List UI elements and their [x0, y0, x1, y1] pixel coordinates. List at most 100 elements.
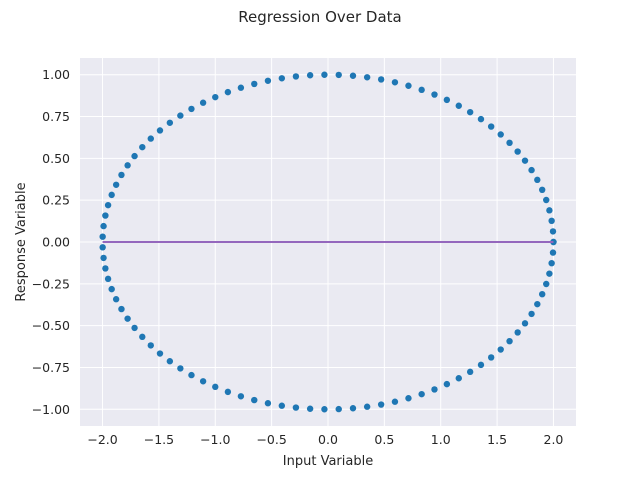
scatter-point: [391, 398, 399, 405]
x-axis-label: Input Variable: [283, 454, 373, 469]
scatter-point: [251, 396, 258, 404]
scatter-point: [514, 329, 521, 336]
scatter-point: [487, 354, 495, 361]
scatter-point: [521, 320, 529, 327]
scatter-point: [100, 222, 107, 230]
scatter-point: [405, 82, 412, 89]
scatter-point: [543, 280, 550, 288]
y-tick-label: 0.25: [42, 193, 70, 208]
scatter-point: [335, 71, 342, 79]
scatter-point: [292, 73, 300, 80]
scatter-point: [466, 108, 474, 116]
x-axis-ticks: −2.0 −1.5 −1.0 −0.5 0.0 0.5 1.0 1.5 2.0: [87, 432, 563, 447]
scatter-point: [124, 162, 131, 169]
scatter-point: [377, 401, 385, 408]
scatter-point: [224, 388, 232, 396]
scatter-point: [118, 171, 125, 179]
scatter-point: [497, 131, 504, 138]
scatter-point: [506, 337, 513, 345]
scatter-point: [131, 324, 138, 332]
scatter-point: [139, 333, 146, 341]
y-tick-label: −0.50: [32, 318, 70, 333]
y-tick-label: −1.00: [32, 402, 70, 417]
scatter-point: [306, 405, 314, 412]
scatter-point: [292, 404, 300, 411]
scatter-point: [100, 254, 107, 262]
scatter-point: [102, 265, 109, 272]
x-tick-label: 1.5: [487, 432, 507, 447]
y-tick-label: −0.75: [32, 360, 70, 375]
scatter-point: [363, 74, 371, 81]
scatter-point: [431, 386, 438, 393]
scatter-point: [377, 76, 385, 83]
x-tick-label: −1.0: [200, 432, 230, 447]
scatter-point: [534, 300, 541, 308]
scatter-point: [199, 378, 207, 385]
x-tick-label: −0.5: [256, 432, 286, 447]
scatter-point: [321, 406, 328, 413]
scatter-point: [212, 383, 219, 391]
y-tick-label: 0.00: [42, 235, 70, 250]
scatter-point: [139, 143, 146, 151]
scatter-point: [99, 244, 106, 251]
scatter-point: [477, 115, 485, 123]
scatter-point: [177, 365, 184, 372]
scatter-point: [443, 96, 451, 104]
scatter-point: [177, 112, 184, 119]
scatter-point: [99, 233, 106, 240]
scatter-point: [538, 290, 546, 298]
scatter-point: [487, 123, 495, 130]
y-axis-ticks: −1.00 −0.75 −0.50 −0.25 0.00 0.25 0.50 0.75 1.00: [32, 67, 70, 417]
scatter-point: [237, 84, 245, 91]
y-tick-label: −0.25: [32, 276, 70, 291]
scatter-point: [166, 358, 174, 365]
scatter-point: [391, 79, 399, 86]
x-tick-label: −2.0: [87, 432, 117, 447]
scatter-point: [335, 405, 342, 413]
scatter-point: [443, 380, 451, 388]
scatter-point: [104, 201, 112, 209]
scatter-point: [497, 346, 504, 353]
scatter-points: [99, 71, 557, 413]
scatter-point: [278, 402, 286, 409]
scatter-point: [264, 400, 272, 407]
scatter-point: [349, 405, 357, 412]
scatter-point: [543, 196, 550, 204]
y-tick-label: 1.00: [42, 67, 70, 82]
scatter-point: [102, 212, 109, 219]
scatter-point: [418, 390, 425, 398]
scatter-point: [506, 139, 513, 147]
scatter-point: [112, 296, 120, 303]
x-tick-label: 0.5: [374, 432, 394, 447]
y-axis-label: Response Variable: [14, 182, 29, 301]
scatter-point: [321, 71, 328, 78]
scatter-point: [455, 375, 462, 382]
scatter-point: [212, 93, 219, 101]
scatter-point: [363, 403, 371, 410]
scatter-point: [108, 285, 115, 293]
scatter-point: [477, 361, 485, 369]
scatter-point: [147, 135, 154, 142]
scatter-point: [306, 72, 314, 79]
scatter-point: [431, 91, 438, 98]
scatter-point: [166, 119, 174, 126]
scatter-point: [131, 152, 138, 160]
x-tick-label: 0.0: [318, 432, 338, 447]
x-tick-label: −1.5: [144, 432, 174, 447]
x-tick-label: 1.0: [431, 432, 451, 447]
scatter-point: [251, 80, 258, 88]
y-tick-label: 0.75: [42, 109, 70, 124]
scatter-point: [534, 176, 541, 184]
scatter-point: [156, 350, 164, 357]
scatter-point: [405, 395, 412, 402]
scatter-point: [108, 191, 115, 199]
scatter-point: [466, 368, 474, 376]
scatter-point: [112, 181, 120, 188]
scatter-point: [528, 166, 535, 174]
scatter-point: [548, 217, 555, 225]
scatter-point: [514, 148, 521, 155]
scatter-point: [549, 228, 557, 235]
scatter-point: [199, 99, 207, 106]
scatter-point: [546, 207, 553, 214]
scatter-point: [156, 127, 164, 134]
